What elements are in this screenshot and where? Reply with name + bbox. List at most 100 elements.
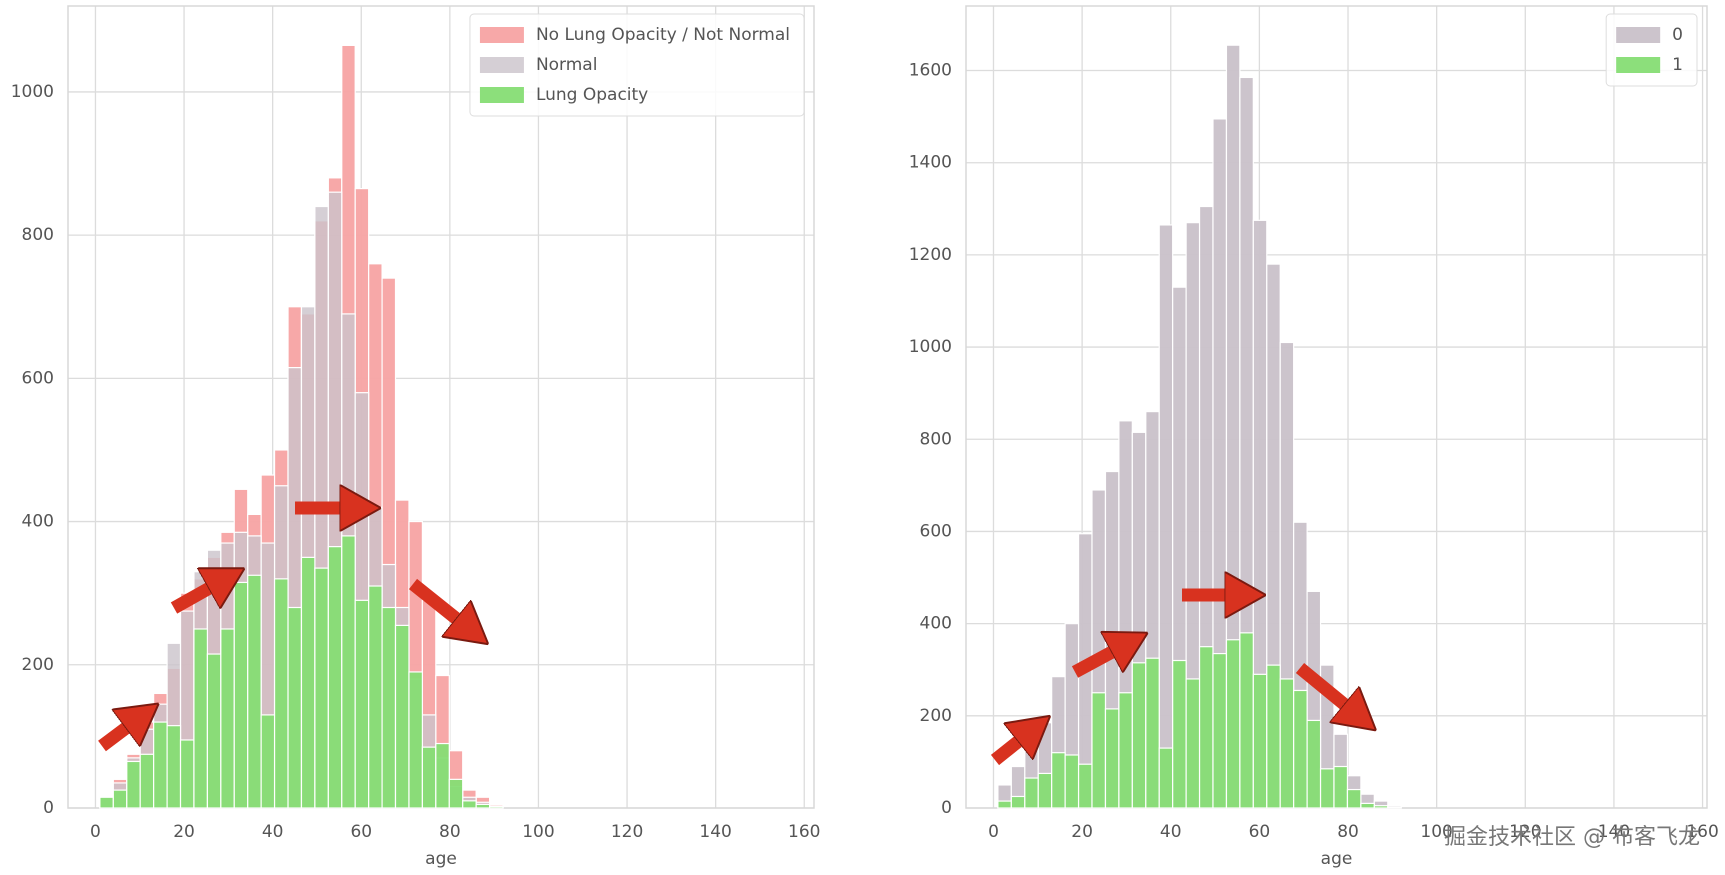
bar [314,567,329,809]
y-tick-label: 1000 [11,82,54,102]
arrow [990,732,1030,766]
legend-swatch [1616,57,1661,73]
y-tick-label: 600 [920,521,952,541]
y-tick-label: 200 [22,655,54,675]
bar [260,714,276,809]
legend-label: No Lung Opacity / Not Normal [536,25,790,45]
bar [1037,772,1053,809]
bar [475,803,491,809]
bar [273,578,289,809]
bar [1279,678,1295,809]
bar [408,671,423,809]
bar [1118,692,1133,809]
bar [381,606,397,809]
x-tick-label: 80 [439,822,461,842]
bar [1346,788,1362,809]
bar [1360,802,1375,809]
x-tick-label: 20 [173,822,195,842]
y-tick-label: 1400 [909,153,952,173]
bar [179,739,195,809]
x-tick-label: 20 [1071,822,1093,842]
bar [300,556,316,809]
legend-label: Lung Opacity [536,85,648,105]
bar [1064,754,1080,809]
x-tick-label: 120 [1509,822,1541,842]
y-tick-label: 600 [22,368,54,388]
bar [1051,752,1066,809]
bar [327,546,343,809]
x-tick-label: 60 [1249,822,1271,842]
legend-label: 1 [1672,55,1683,75]
bar [1306,719,1322,809]
bar [448,778,464,809]
y-tick-label: 400 [920,614,952,634]
y-tick-label: 800 [920,429,952,449]
x-tick-label: 60 [350,822,372,842]
bar [488,805,504,809]
bar [1198,646,1214,809]
bar [112,789,128,809]
bar [1225,639,1241,809]
y-tick-label: 800 [22,225,54,245]
bar [1319,768,1335,809]
x-tick-label: 0 [90,822,101,842]
y-tick-label: 0 [43,798,54,818]
bar [421,746,437,809]
bar [1373,805,1389,809]
bar [99,796,114,809]
bar [1158,747,1174,809]
bar [1104,708,1120,809]
bar [233,581,249,809]
legend-swatch [479,27,524,43]
bar [1131,662,1147,809]
bar [435,742,450,809]
bar [1145,657,1160,809]
x-tick-label: 100 [522,822,554,842]
arrow [98,719,138,752]
arrow [1071,645,1125,678]
bar [354,599,370,809]
bar [1024,777,1039,809]
arrow [408,578,468,628]
bar [341,535,356,809]
x-tick-label: 140 [1598,822,1630,842]
legend [469,13,805,117]
bar [247,574,262,809]
bar [1158,224,1174,809]
bar [1239,632,1254,809]
bar [126,760,141,809]
legend [1605,13,1698,87]
y-tick-label: 1000 [909,337,952,357]
x-tick-label: 100 [1420,822,1452,842]
y-tick-label: 200 [920,706,952,726]
bar [220,628,235,809]
x-tick-label: 160 [1686,822,1718,842]
x-tick-label: 40 [262,822,284,842]
plots: 0 20 40 60 80 100 120 140 16002004006008001000ag… [11,5,1719,869]
bar [1293,689,1308,809]
legend-swatch [479,57,524,73]
bar [166,725,182,809]
bar [1387,806,1402,809]
x-tick-label: 140 [699,822,731,842]
y-tick-label: 1600 [909,61,952,81]
legend-label: 0 [1672,25,1683,45]
bar [997,800,1012,809]
x-tick-label: 120 [611,822,643,842]
x-tick-label: 40 [1160,822,1182,842]
x-tick-label: 80 [1337,822,1359,842]
bar [368,585,383,809]
chart: 0 20 40 60 80 100 120 140 160 0 200 400 600 800 1000 ag… [11,5,820,869]
bar [1266,664,1281,809]
legend-label: Normal [536,55,598,75]
bar [1212,652,1228,809]
bar [1172,659,1187,809]
x-tick-label: 0 [988,822,999,842]
bar [1077,763,1093,809]
bar [193,628,209,809]
y-tick-label: 1200 [909,245,952,265]
bar [394,624,410,809]
arrow [170,581,222,614]
bar [287,606,303,809]
